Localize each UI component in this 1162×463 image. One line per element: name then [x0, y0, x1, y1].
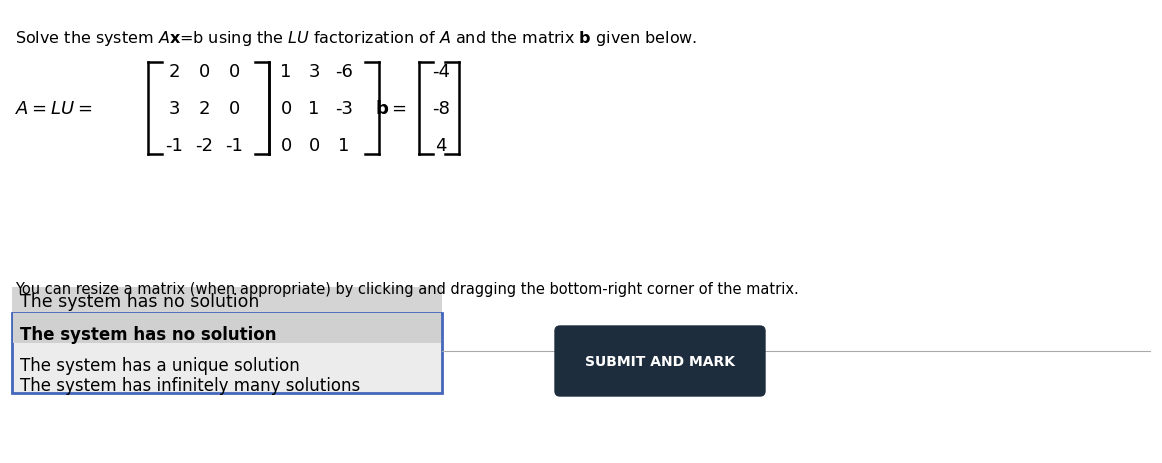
- Text: 3: 3: [168, 100, 180, 118]
- Text: -1: -1: [165, 137, 182, 155]
- FancyBboxPatch shape: [12, 313, 442, 393]
- Text: 1: 1: [338, 137, 350, 155]
- FancyBboxPatch shape: [13, 313, 442, 343]
- Text: The system has a unique solution: The system has a unique solution: [20, 356, 300, 374]
- Text: 1: 1: [280, 63, 292, 81]
- Text: You can resize a matrix (when appropriate) by clicking and dragging the bottom-r: You can resize a matrix (when appropriat…: [15, 282, 798, 296]
- Text: 3: 3: [308, 63, 320, 81]
- Text: 0: 0: [308, 137, 320, 155]
- Text: 0: 0: [199, 63, 209, 81]
- Text: $A = LU =$: $A = LU =$: [15, 100, 92, 118]
- FancyBboxPatch shape: [555, 326, 765, 396]
- Text: -6: -6: [335, 63, 353, 81]
- Text: 0: 0: [229, 63, 239, 81]
- Text: 4: 4: [436, 137, 446, 155]
- Text: The system has no solution: The system has no solution: [20, 292, 259, 310]
- FancyBboxPatch shape: [12, 288, 442, 315]
- Text: $\mathbf{b} =$: $\mathbf{b} =$: [375, 100, 407, 118]
- Text: 2: 2: [168, 63, 180, 81]
- Text: -4: -4: [432, 63, 450, 81]
- Text: -3: -3: [335, 100, 353, 118]
- Text: Solve the system $A\mathbf{x}$=b using the $LU$ factorization of $A$ and the mat: Solve the system $A\mathbf{x}$=b using t…: [15, 29, 697, 48]
- Text: 2: 2: [199, 100, 210, 118]
- Text: 0: 0: [229, 100, 239, 118]
- Text: -1: -1: [225, 137, 243, 155]
- Text: -8: -8: [432, 100, 450, 118]
- Text: SUBMIT AND MARK: SUBMIT AND MARK: [584, 354, 736, 368]
- Text: 1: 1: [308, 100, 320, 118]
- Text: The system has no solution: The system has no solution: [20, 325, 277, 343]
- Text: 0: 0: [280, 137, 292, 155]
- Text: The system has infinitely many solutions: The system has infinitely many solutions: [20, 376, 360, 394]
- Text: 0: 0: [280, 100, 292, 118]
- Text: -2: -2: [195, 137, 213, 155]
